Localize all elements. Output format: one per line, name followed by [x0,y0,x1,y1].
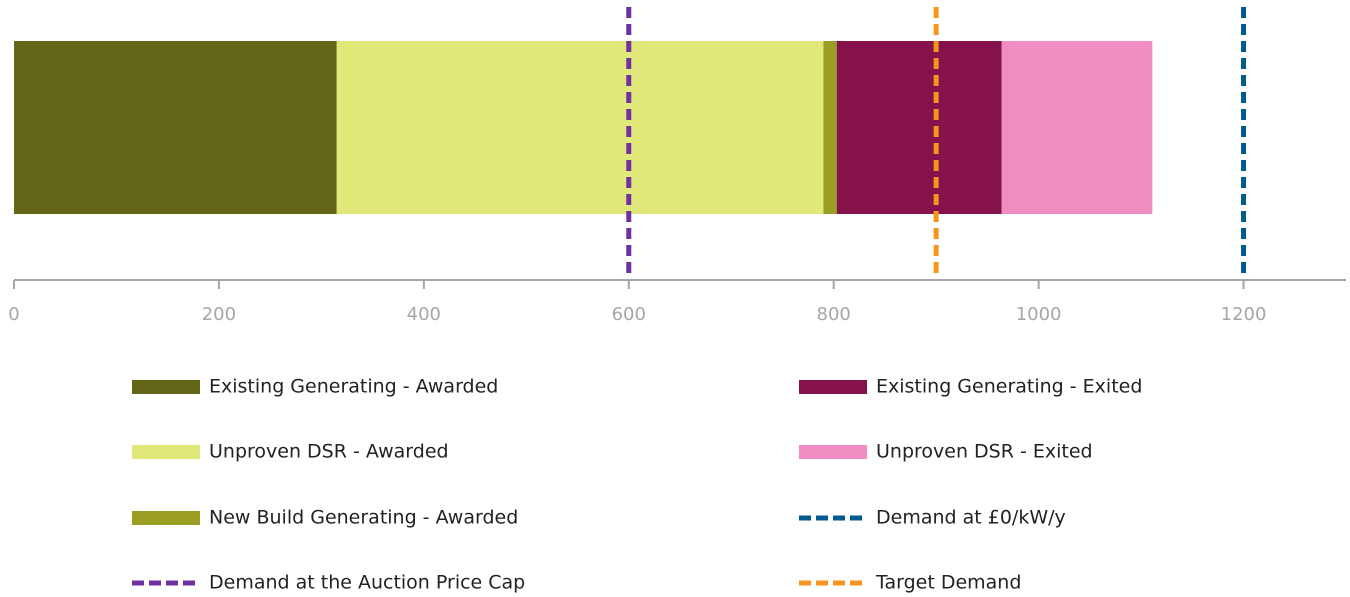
bar-segment [823,41,837,214]
legend-swatch [132,445,200,459]
legend-swatch [132,511,200,525]
legend-swatch [799,380,867,394]
x-tick-label: 800 [817,304,851,325]
x-tick-label: 400 [407,304,441,325]
bar-segment [836,41,1002,214]
bar-segment [14,41,337,214]
legend-label: Demand at the Auction Price Cap [209,572,525,594]
x-tick-label: 200 [202,304,236,325]
legend-label: Target Demand [875,572,1021,594]
x-tick-label: 1200 [1221,304,1267,325]
legend-label: Existing Generating - Exited [876,376,1142,398]
x-tick-label: 0 [8,304,19,325]
legend-label: Unproven DSR - Awarded [209,441,449,463]
legend-label: Demand at £0/kW/y [876,507,1066,529]
x-tick-label: 1000 [1016,304,1062,325]
bar-segment [1001,41,1153,214]
x-tick-label: 600 [612,304,646,325]
legend-label: Existing Generating - Awarded [209,376,498,398]
legend-swatch [799,445,867,459]
legend-label: New Build Generating - Awarded [209,507,518,529]
legend-label: Unproven DSR - Exited [876,441,1093,463]
bar-segment [336,41,824,214]
legend-swatch [132,380,200,394]
